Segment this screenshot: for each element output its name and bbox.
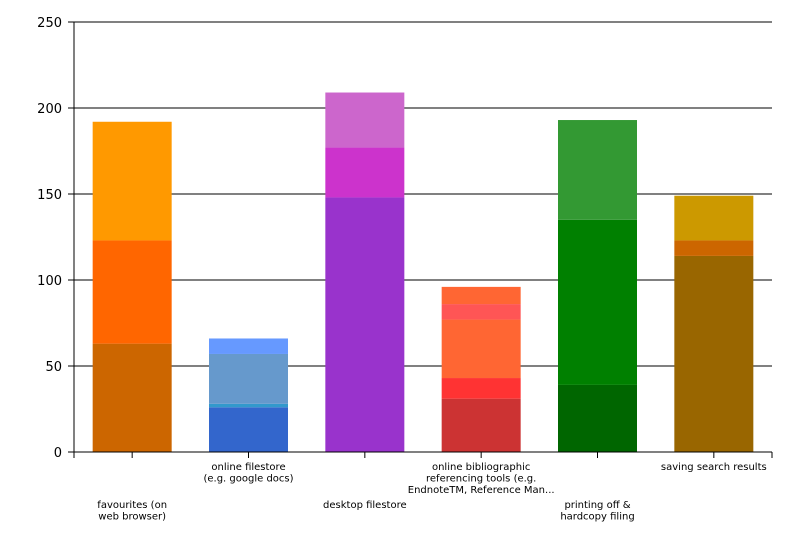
x-tick-label: referencing tools (e.g. [426, 474, 536, 485]
bar-segment [92, 121, 172, 241]
bar-segment [325, 92, 405, 148]
y-tick-label: 100 [37, 274, 62, 289]
bar-segment [92, 343, 172, 452]
bar-segment [209, 353, 288, 404]
bar-segment [441, 398, 521, 452]
y-tick-label: 150 [37, 188, 62, 203]
x-tick-label: printing off & [564, 500, 630, 511]
bar-segment [209, 403, 288, 408]
x-tick-label: online bibliographic [432, 462, 530, 473]
bar-segment [674, 255, 754, 452]
x-tick-label: favourites (on [97, 500, 167, 511]
bar-segment [558, 384, 637, 452]
bar-segment [441, 286, 521, 305]
bar-segment [92, 240, 172, 344]
bar-segment [674, 240, 754, 256]
x-tick-label: online filestore [211, 462, 285, 473]
bar-segment [674, 195, 754, 241]
x-tick-label: EndnoteTM, Reference Man... [408, 485, 555, 496]
y-tick-label: 50 [45, 360, 62, 375]
bar-segment [441, 304, 521, 320]
bar-segment [441, 378, 521, 399]
bar-segment [558, 120, 637, 220]
bar-segment [441, 319, 521, 379]
bar-segment [558, 219, 637, 385]
x-tick-label: (e.g. google docs) [203, 474, 293, 485]
y-tick-label: 0 [54, 446, 62, 461]
x-tick-label: web browser) [98, 512, 166, 523]
x-tick-label: saving search results [661, 462, 767, 473]
bar-segment [209, 338, 288, 354]
bar-segment [325, 147, 405, 198]
y-tick-label: 250 [37, 16, 62, 31]
x-tick-label: desktop filestore [323, 500, 407, 511]
bar-segment [209, 407, 288, 452]
y-tick-label: 200 [37, 102, 62, 117]
bar-segment [325, 197, 405, 452]
x-tick-label: hardcopy filing [560, 512, 634, 523]
